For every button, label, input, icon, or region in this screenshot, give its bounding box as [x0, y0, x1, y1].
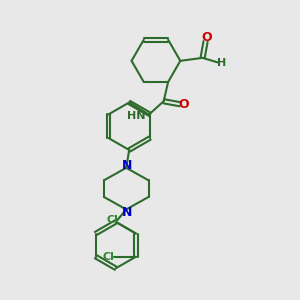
Text: HN: HN	[127, 111, 145, 121]
Text: O: O	[201, 31, 212, 44]
Text: Cl: Cl	[102, 252, 114, 262]
Text: Cl: Cl	[107, 214, 119, 224]
Text: N: N	[122, 206, 132, 219]
Text: H: H	[217, 58, 226, 68]
Text: O: O	[178, 98, 189, 111]
Text: N: N	[122, 159, 132, 172]
